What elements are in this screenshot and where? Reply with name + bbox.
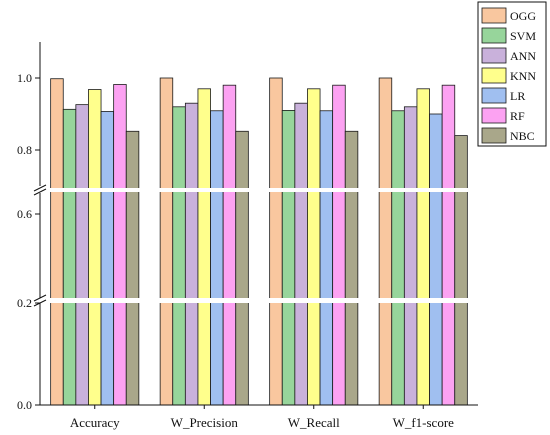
category-label-0: Accuracy: [70, 415, 120, 430]
bar-svm-2: [281, 110, 296, 406]
y-tick-label-4: 1.0: [17, 71, 32, 85]
bar-nbc-1: [235, 130, 249, 406]
bar-ogg-3: [378, 77, 393, 406]
bar-lr-3: [429, 113, 443, 406]
legend-swatch-nbc: [481, 127, 507, 144]
bar-svm-1: [172, 106, 186, 406]
legend-label-svm: SVM: [510, 29, 536, 43]
bar-ann-0: [75, 104, 89, 406]
legend-label-nbc: NBC: [510, 129, 535, 143]
legend-label-ann: ANN: [510, 49, 536, 63]
bar-knn-1: [197, 88, 211, 406]
axis-break-mark-1-0: [33, 294, 47, 302]
bar-ogg-1: [159, 77, 174, 406]
legend-label-ogg: OGG: [510, 9, 536, 23]
bar-rf-3: [441, 84, 456, 406]
y-tick-label-0: 0.0: [17, 398, 32, 412]
legend-swatch-ogg: [481, 7, 507, 24]
legend-swatch-rf: [481, 107, 507, 124]
category-label-2: W_Recall: [288, 415, 340, 430]
bar-lr-2: [319, 110, 334, 406]
bar-svm-3: [391, 110, 405, 406]
legend-label-lr: LR: [510, 89, 525, 103]
bar-rf-2: [332, 84, 346, 406]
bar-ogg-0: [50, 78, 64, 406]
bar-knn-0: [88, 89, 102, 406]
axis-break-gap-1: [32, 298, 478, 303]
legend-swatch-lr: [481, 87, 507, 104]
y-tick-label-2: 0.6: [17, 207, 32, 221]
legend-label-knn: KNN: [510, 69, 536, 83]
y-tick-label-3: 0.8: [17, 143, 32, 157]
axis-break-mark-0-0: [33, 184, 47, 192]
legend-swatch-ann: [481, 47, 507, 64]
legend-swatch-svm: [481, 27, 507, 44]
legend-label-rf: RF: [510, 109, 525, 123]
bar-lr-1: [210, 110, 224, 406]
bar-ann-3: [403, 106, 418, 406]
bar-nbc-2: [344, 130, 359, 406]
bar-ogg-2: [269, 77, 283, 406]
bar-nbc-0: [125, 130, 140, 406]
axis-break-gap-0: [32, 188, 478, 192]
bar-ann-2: [294, 102, 308, 406]
legend-swatch-knn: [481, 67, 507, 84]
bar-knn-2: [307, 88, 321, 406]
bar-nbc-3: [454, 135, 468, 406]
bar-lr-0: [100, 111, 115, 406]
bar-rf-1: [222, 84, 237, 406]
category-label-3: W_f1-score: [393, 415, 455, 430]
bar-ann-1: [184, 102, 199, 406]
y-tick-label-1: 0.2: [17, 296, 32, 310]
category-label-1: W_Precision: [171, 415, 239, 430]
bar-svm-0: [62, 108, 77, 406]
axis-break-mark-0-1: [33, 188, 47, 196]
bar-knn-3: [416, 88, 430, 406]
bar-rf-0: [113, 84, 127, 406]
